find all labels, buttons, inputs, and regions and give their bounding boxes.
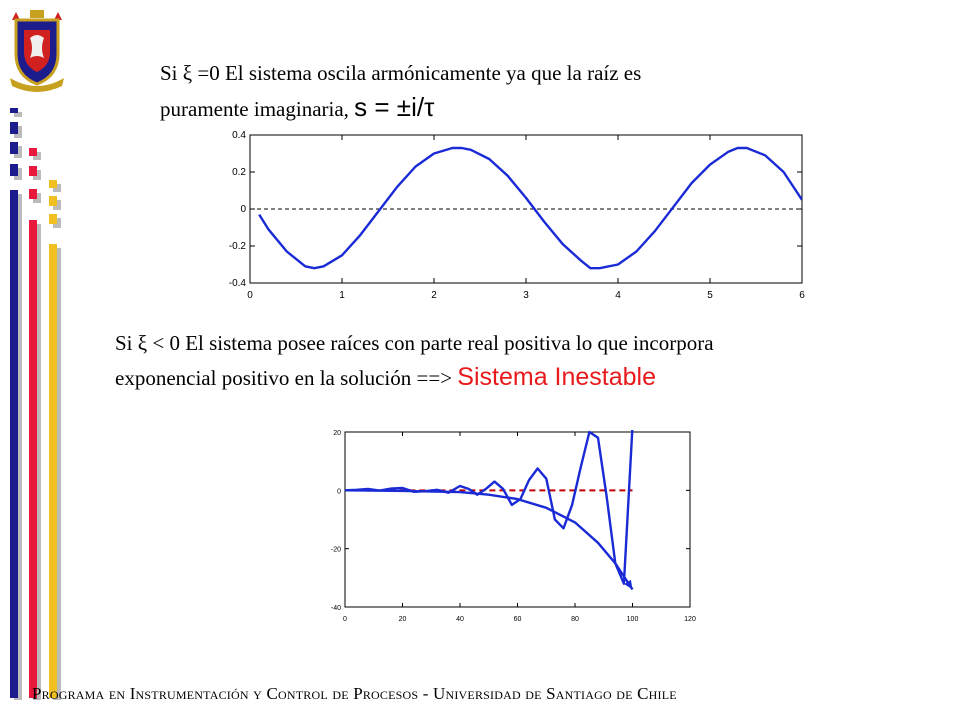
y-tick-label: 20: [333, 430, 341, 437]
text-block-harmonic: Si ξ =0 El sistema oscila armónicamente …: [160, 56, 641, 126]
negative-damping-statement: Si ξ < 0 El sistema posee raíces con par…: [115, 331, 714, 355]
y-tick-label: -0.2: [229, 241, 247, 252]
unstable-system-label: Sistema Inestable: [457, 363, 657, 391]
x-tick-label: 80: [571, 616, 579, 623]
x-tick-label: 3: [523, 290, 529, 301]
x-tick-label: 0: [343, 616, 347, 623]
series-line-1: [258, 146, 802, 270]
trend-arrowhead: [624, 579, 633, 590]
x-tick-label: 6: [799, 290, 805, 301]
side-bars-graphic: [10, 108, 61, 700]
unstable-response-chart: 0 20 40 60 80 100 120 20 0 -20 -40: [331, 430, 696, 623]
harmonic-statement: Si ξ =0 El sistema oscila armónicamente …: [160, 61, 642, 85]
series-line-2: [345, 489, 634, 591]
x-tick-label: 100: [627, 616, 639, 623]
x-tick-label: 5: [707, 290, 713, 301]
exponential-line: exponencial positivo en la solución ==> …: [115, 360, 714, 395]
x-tick-label: 60: [514, 616, 522, 623]
footer-program-title: Programa en Instrumentación y Control de…: [32, 684, 677, 703]
root-formula: s = ±i/τ: [354, 92, 435, 122]
x-tick-label: 2: [431, 290, 437, 301]
y-tick-label: -0.4: [229, 278, 247, 289]
university-crest-icon: [6, 8, 68, 94]
x-tick-label: 4: [615, 290, 621, 301]
y-tick-label: -20: [331, 547, 341, 554]
oscillation-chart: 0 1 2 3 4 5 6 0.4 0.2 0 -0.2 -0.4: [229, 130, 805, 301]
x-tick-label: 20: [399, 616, 407, 623]
imaginary-root-text: puramente imaginaria,: [160, 97, 355, 121]
y-tick-label: 0: [337, 488, 341, 495]
plot-frame: [344, 431, 691, 608]
x-tick-label: 120: [684, 616, 696, 623]
y-tick-label: 0.2: [232, 167, 246, 178]
y-tick-label: 0.4: [232, 130, 246, 141]
imaginary-root-line: puramente imaginaria, s = ±i/τ: [160, 90, 641, 126]
text-block-unstable: Si ξ < 0 El sistema posee raíces con par…: [115, 326, 714, 395]
y-tick-label: -40: [331, 605, 341, 612]
y-tick-label: 0: [240, 204, 246, 215]
exponential-text: exponencial positivo en la solución ==>: [115, 366, 458, 390]
x-tick-label: 40: [456, 616, 464, 623]
series-line-1: [345, 430, 634, 585]
x-tick-label: 0: [247, 290, 253, 301]
decorative-side-bars: [0, 0, 70, 720]
x-tick-label: 1: [339, 290, 345, 301]
